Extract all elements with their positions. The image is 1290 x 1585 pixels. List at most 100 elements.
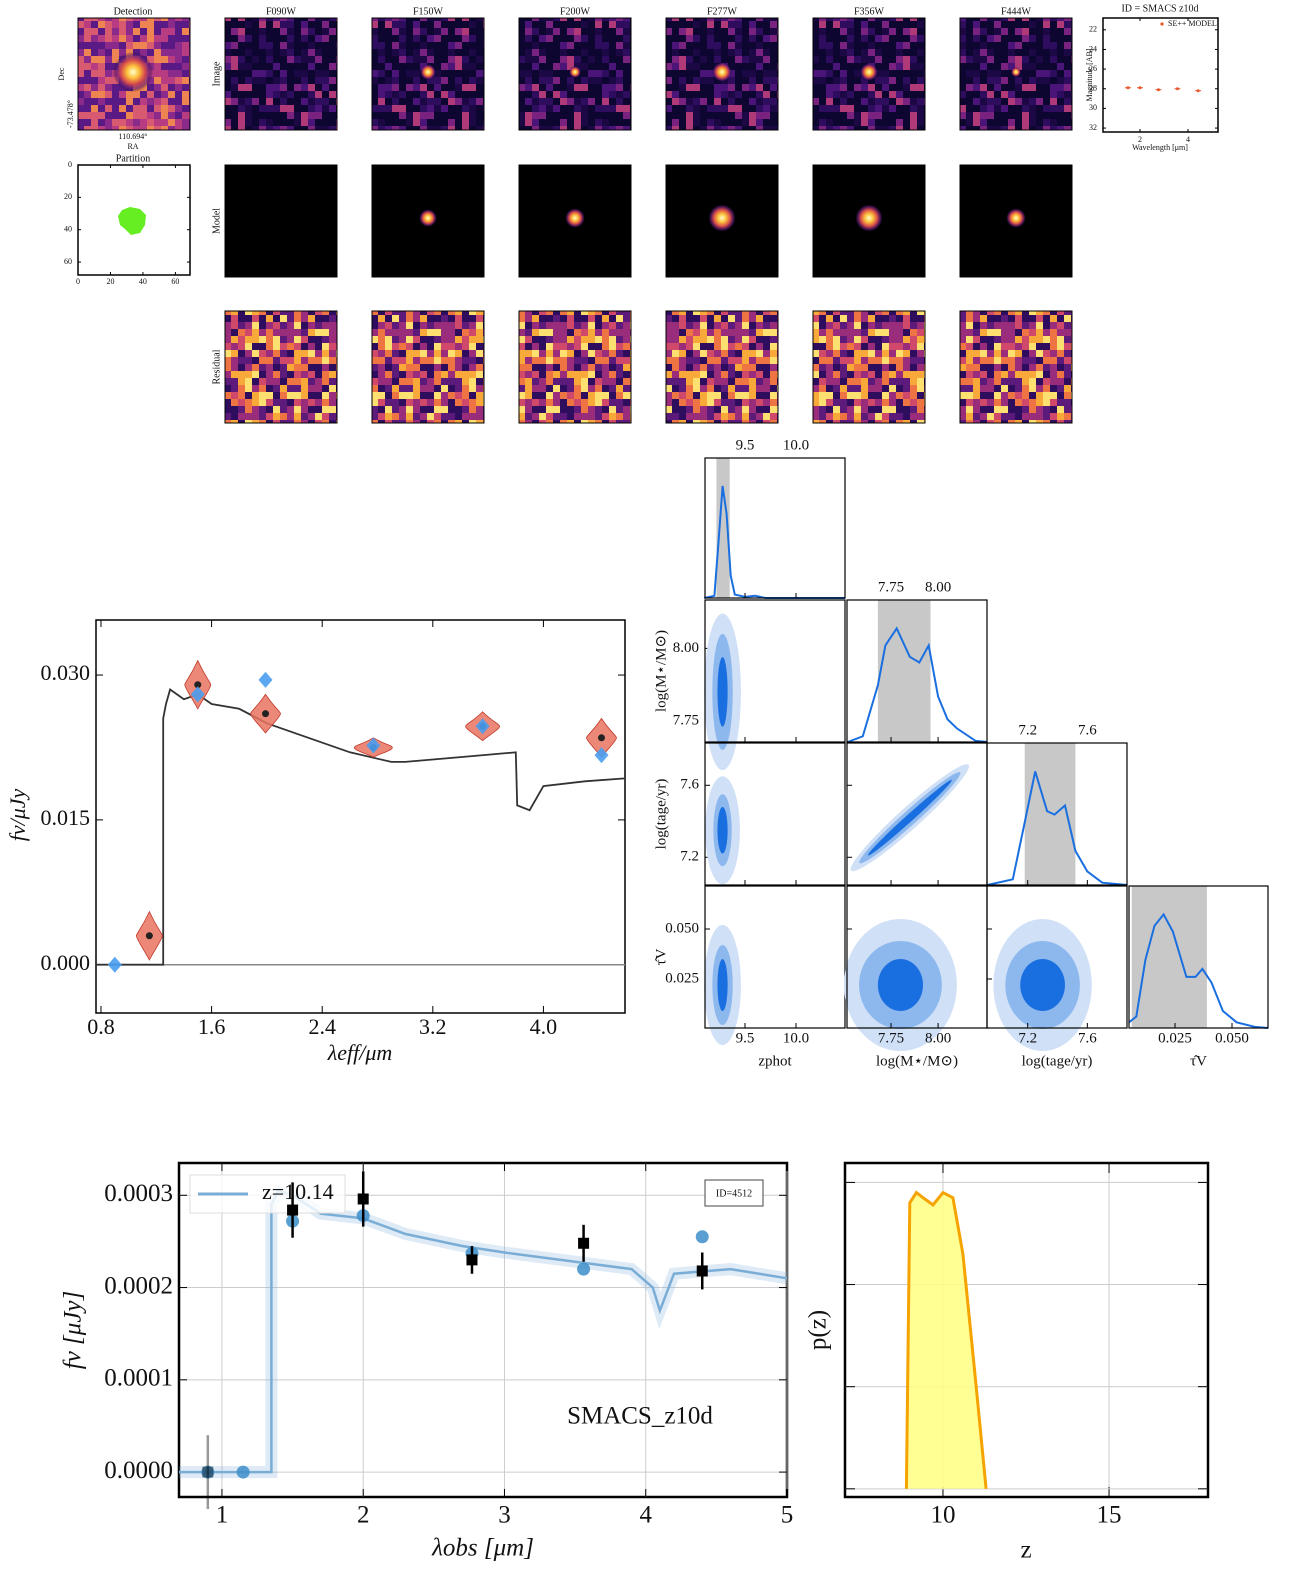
segment-mask [118, 207, 146, 235]
pz-area [906, 1192, 987, 1489]
param-y-label: τ̂V [653, 948, 669, 965]
x-tick-label: 0.025 [1158, 1030, 1192, 1046]
model-photometry [695, 1230, 709, 1244]
marginal [847, 626, 988, 743]
y-tick-label: 40 [64, 225, 72, 234]
y-tick-label: 0.050 [665, 920, 699, 936]
filter-label: F200W [560, 6, 591, 17]
x-tick-label: 4 [1186, 135, 1190, 144]
y-tick-label: 60 [64, 257, 72, 266]
contour-level [1020, 959, 1065, 1011]
y-tick-label: 30 [1089, 103, 1097, 112]
x-tick-label: 3.2 [419, 1014, 447, 1039]
y-tick-label: 7.2 [680, 849, 699, 865]
image-blob [420, 64, 436, 80]
y-tick-label: 24 [1089, 44, 1097, 53]
top-tick-label: 9.5 [736, 437, 755, 453]
corner-panel [704, 457, 846, 599]
model-blob [1006, 208, 1026, 228]
source-blob [113, 52, 153, 92]
x-tick-label: 15 [1097, 1502, 1122, 1529]
top-tick-label: 10.0 [783, 437, 809, 453]
marginal [703, 485, 845, 599]
contour-level [867, 779, 952, 856]
contour-level [877, 959, 924, 1011]
point [1138, 86, 1142, 90]
legend-label: SE++ MODEL [1168, 19, 1217, 28]
dec-label: Dec [57, 67, 66, 80]
ra-label: RA [127, 142, 138, 151]
residual-cutout [959, 310, 1073, 424]
model-blob [565, 208, 585, 228]
top-tick-label: 7.2 [1018, 722, 1037, 738]
observed-point [578, 1237, 590, 1249]
x-tick-label: 1 [216, 1502, 229, 1529]
x-tick-label: 60 [171, 277, 179, 286]
y-axis-label: fν [μJy] [60, 1291, 87, 1370]
chart-title: ID = SMACS z10d [1121, 3, 1198, 14]
x-tick-label: 7.75 [878, 1030, 904, 1046]
photometry-point [475, 718, 490, 735]
y-tick-label: 0.0003 [104, 1180, 173, 1207]
x-tick-label: 7.2 [1018, 1030, 1037, 1046]
plot-frame [843, 1161, 1210, 1499]
model-photometry [577, 1262, 591, 1276]
contour-level [717, 657, 728, 727]
y-tick-label: 0 [68, 160, 72, 169]
photometry-point [190, 686, 205, 703]
corner-panel [704, 599, 846, 743]
photometry-point [366, 737, 381, 754]
y-tick-label: 7.6 [680, 777, 699, 793]
row-label: Model [211, 208, 222, 234]
credible-range [716, 458, 730, 598]
x-tick-label: 3 [498, 1502, 511, 1529]
y-tick-label: 20 [64, 192, 72, 201]
top-tick-label: 8.00 [925, 579, 951, 595]
x-tick-label: 20 [106, 277, 114, 286]
y-tick-label: 22 [1089, 25, 1097, 34]
y-tick-label: 8.00 [673, 640, 699, 656]
corner-panel [846, 599, 988, 743]
y-tick-label: 0.0001 [104, 1365, 173, 1392]
x-tick-label: 8.00 [925, 1030, 951, 1046]
filter-label: F150W [413, 6, 444, 17]
y-tick-label: 28 [1089, 84, 1097, 93]
x-tick-label: 0.8 [87, 1014, 115, 1039]
contour-panel [704, 925, 741, 1045]
residual-cutout [665, 310, 779, 424]
y-tick-label: 0.0002 [104, 1272, 173, 1299]
plot-frame [95, 619, 626, 1014]
param-x-label: log(tage/yr) [1022, 1053, 1093, 1069]
observed-point [357, 1193, 369, 1205]
row-label: Residual [211, 349, 222, 384]
x-tick-label: 5 [781, 1502, 794, 1529]
observed-point [696, 1265, 708, 1277]
point [1175, 87, 1179, 91]
x-tick-label: 2 [357, 1502, 370, 1529]
x-tick-label: 0.050 [1215, 1030, 1249, 1046]
x-tick-label: 0 [76, 277, 80, 286]
row-label: Image [211, 61, 222, 87]
plot-frame [77, 164, 191, 276]
model-blob [708, 204, 736, 232]
credible-range [877, 600, 931, 742]
y-tick-label: 0.030 [41, 660, 91, 685]
chart-title: Partition [116, 153, 150, 164]
x-tick-label: 2 [1138, 135, 1142, 144]
x-tick-label: 40 [139, 277, 147, 286]
x-tick-label: 2.4 [308, 1014, 336, 1039]
plot-frame [1102, 17, 1219, 133]
observed-point [287, 1204, 299, 1216]
y-tick-label: 0.000 [41, 950, 91, 975]
top-tick-label: 7.75 [878, 579, 904, 595]
x-tick-label: 4 [639, 1502, 652, 1529]
dec-tick: -73.478° [66, 100, 75, 128]
y-axis-label: p(z) [805, 1310, 832, 1350]
x-tick-label: 10.0 [783, 1030, 809, 1046]
x-tick-label: 1.6 [198, 1014, 226, 1039]
residual-cutout [224, 310, 338, 424]
y-axis-label: Magnitude [AB] [1085, 48, 1094, 101]
y-tick-label: 26 [1089, 64, 1097, 73]
photometry-point [107, 956, 122, 973]
